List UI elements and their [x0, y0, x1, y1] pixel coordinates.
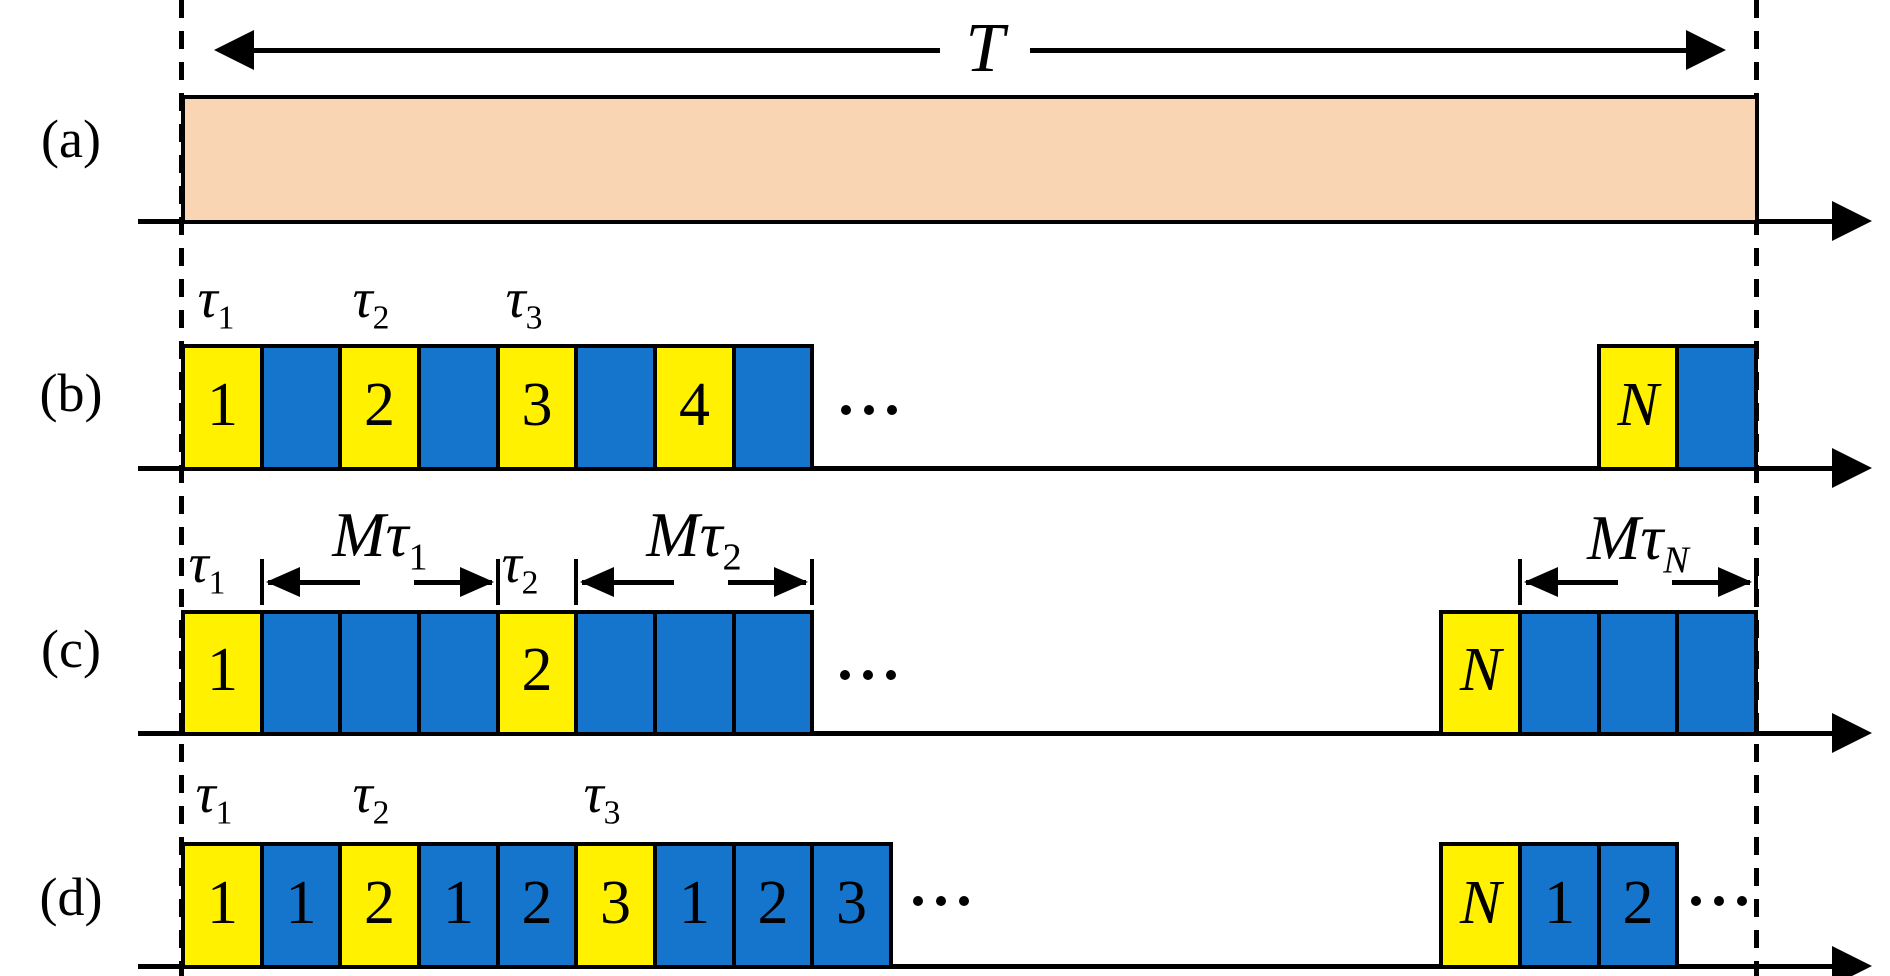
row-b-tau-label-3: τ3 — [505, 267, 543, 337]
row-d-block-slot2: 2 — [338, 842, 421, 969]
row-b-block-slot6: 4 — [653, 344, 736, 471]
row-c-dim-tick-right-3 — [1754, 559, 1758, 605]
row-c-dim-tick-left-1 — [260, 559, 264, 605]
row-c-block-slot6 — [653, 610, 736, 736]
row-d-tau-label-2: τ2 — [352, 762, 390, 832]
row-d-block-slot3: 1 — [417, 842, 500, 969]
row-c-block-slot17 — [1518, 610, 1601, 736]
row-d-time-axis — [138, 964, 1840, 969]
row-c-block-slot0: 1 — [181, 610, 264, 736]
row-d-time-axis-arrowhead — [1832, 946, 1872, 976]
row-c-dim-arrowhead-left-2 — [580, 567, 614, 597]
row-c-block-slot18 — [1597, 610, 1679, 736]
row-c-dim-tick-right-1 — [496, 559, 500, 605]
row-b-tau-label-2: τ2 — [352, 267, 390, 337]
row-c-dim-label-3: MτN — [1587, 502, 1689, 582]
row-b-time-axis — [138, 466, 1840, 471]
row-d-block-slot6: 1 — [653, 842, 736, 969]
row-d-block-slot16: N — [1439, 842, 1522, 969]
row-label-c: (c) — [41, 619, 101, 679]
row-c-dim-tick-left-2 — [574, 559, 578, 605]
row-c-dim-arrowhead-right-3 — [1718, 567, 1752, 597]
row-b-time-axis-arrowhead — [1832, 448, 1872, 488]
period-arrow-line-right — [1030, 48, 1690, 53]
row-c-dim-line-right-3 — [1672, 580, 1750, 585]
row-a-period-bar — [181, 95, 1759, 224]
row-b-block-slot0: 1 — [181, 344, 264, 471]
row-c-block-slot5 — [574, 610, 657, 736]
row-d-tau-label-3: τ3 — [583, 762, 621, 832]
period-arrow-line-left — [250, 48, 940, 53]
row-c-ellipsis-1 — [840, 670, 896, 680]
right-boundary-dashed-line — [1754, 0, 1759, 976]
row-c-dim-label-1: Mτ1 — [332, 499, 428, 579]
row-c-dim-line-left-2 — [582, 580, 674, 585]
row-c-time-axis — [138, 731, 1840, 736]
row-c-dim-line-left-1 — [268, 580, 360, 585]
row-c-block-slot1 — [260, 610, 342, 736]
row-b-block-slot4: 3 — [496, 344, 578, 471]
row-c-dim-arrowhead-left-1 — [266, 567, 300, 597]
row-b-block-slot3 — [417, 344, 500, 471]
row-c-dim-line-right-2 — [728, 580, 806, 585]
row-c-block-slot3 — [417, 610, 500, 736]
row-c-dim-line-left-3 — [1526, 580, 1618, 585]
row-c-block-slot2 — [338, 610, 421, 736]
row-d-block-slot0: 1 — [181, 842, 264, 969]
period-label: T — [965, 10, 1005, 87]
row-d-ellipsis-2 — [1691, 896, 1747, 906]
row-c-block-slot16: N — [1439, 610, 1522, 736]
row-d-block-slot18: 2 — [1597, 842, 1679, 969]
row-d-block-slot1: 1 — [260, 842, 342, 969]
row-a-time-axis-arrowhead — [1832, 201, 1872, 241]
row-c-block-slot4: 2 — [496, 610, 578, 736]
row-c-tau-label-2: τ2 — [501, 532, 539, 602]
row-c-time-axis-arrowhead — [1832, 713, 1872, 753]
row-label-b: (b) — [39, 363, 103, 423]
period-arrow-left-head — [214, 30, 254, 70]
row-c-dim-tick-left-3 — [1518, 559, 1522, 605]
row-label-d: (d) — [39, 867, 103, 927]
row-b-block-slot5 — [574, 344, 657, 471]
left-boundary-dashed-line — [179, 0, 184, 976]
row-b-tau-label-1: τ1 — [197, 267, 235, 337]
row-d-ellipsis-1 — [913, 896, 969, 906]
row-d-tau-label-1: τ1 — [195, 762, 233, 832]
row-c-dim-line-right-1 — [414, 580, 492, 585]
row-c-tau-label-1: τ1 — [188, 532, 226, 602]
row-b-block-slot19 — [1675, 344, 1758, 471]
row-d-block-slot5: 3 — [574, 842, 657, 969]
row-b-ellipsis-1 — [841, 405, 897, 415]
row-b-block-slot1 — [260, 344, 342, 471]
row-b-block-slot7 — [732, 344, 814, 471]
row-c-dim-arrowhead-right-1 — [460, 567, 494, 597]
row-c-dim-label-2: Mτ2 — [646, 499, 742, 579]
row-c-dim-arrowhead-right-2 — [774, 567, 808, 597]
row-c-dim-tick-right-2 — [810, 559, 814, 605]
row-d-block-slot7: 2 — [732, 842, 814, 969]
period-arrow-right-head — [1686, 30, 1726, 70]
row-b-block-slot18: N — [1597, 344, 1679, 471]
row-c-block-slot19 — [1675, 610, 1758, 736]
row-d-block-slot4: 2 — [496, 842, 578, 969]
row-c-dim-arrowhead-left-3 — [1524, 567, 1558, 597]
row-label-a: (a) — [41, 109, 101, 169]
row-d-block-slot8: 3 — [810, 842, 893, 969]
row-c-block-slot7 — [732, 610, 814, 736]
row-b-block-slot2: 2 — [338, 344, 421, 471]
row-d-block-slot17: 1 — [1518, 842, 1601, 969]
